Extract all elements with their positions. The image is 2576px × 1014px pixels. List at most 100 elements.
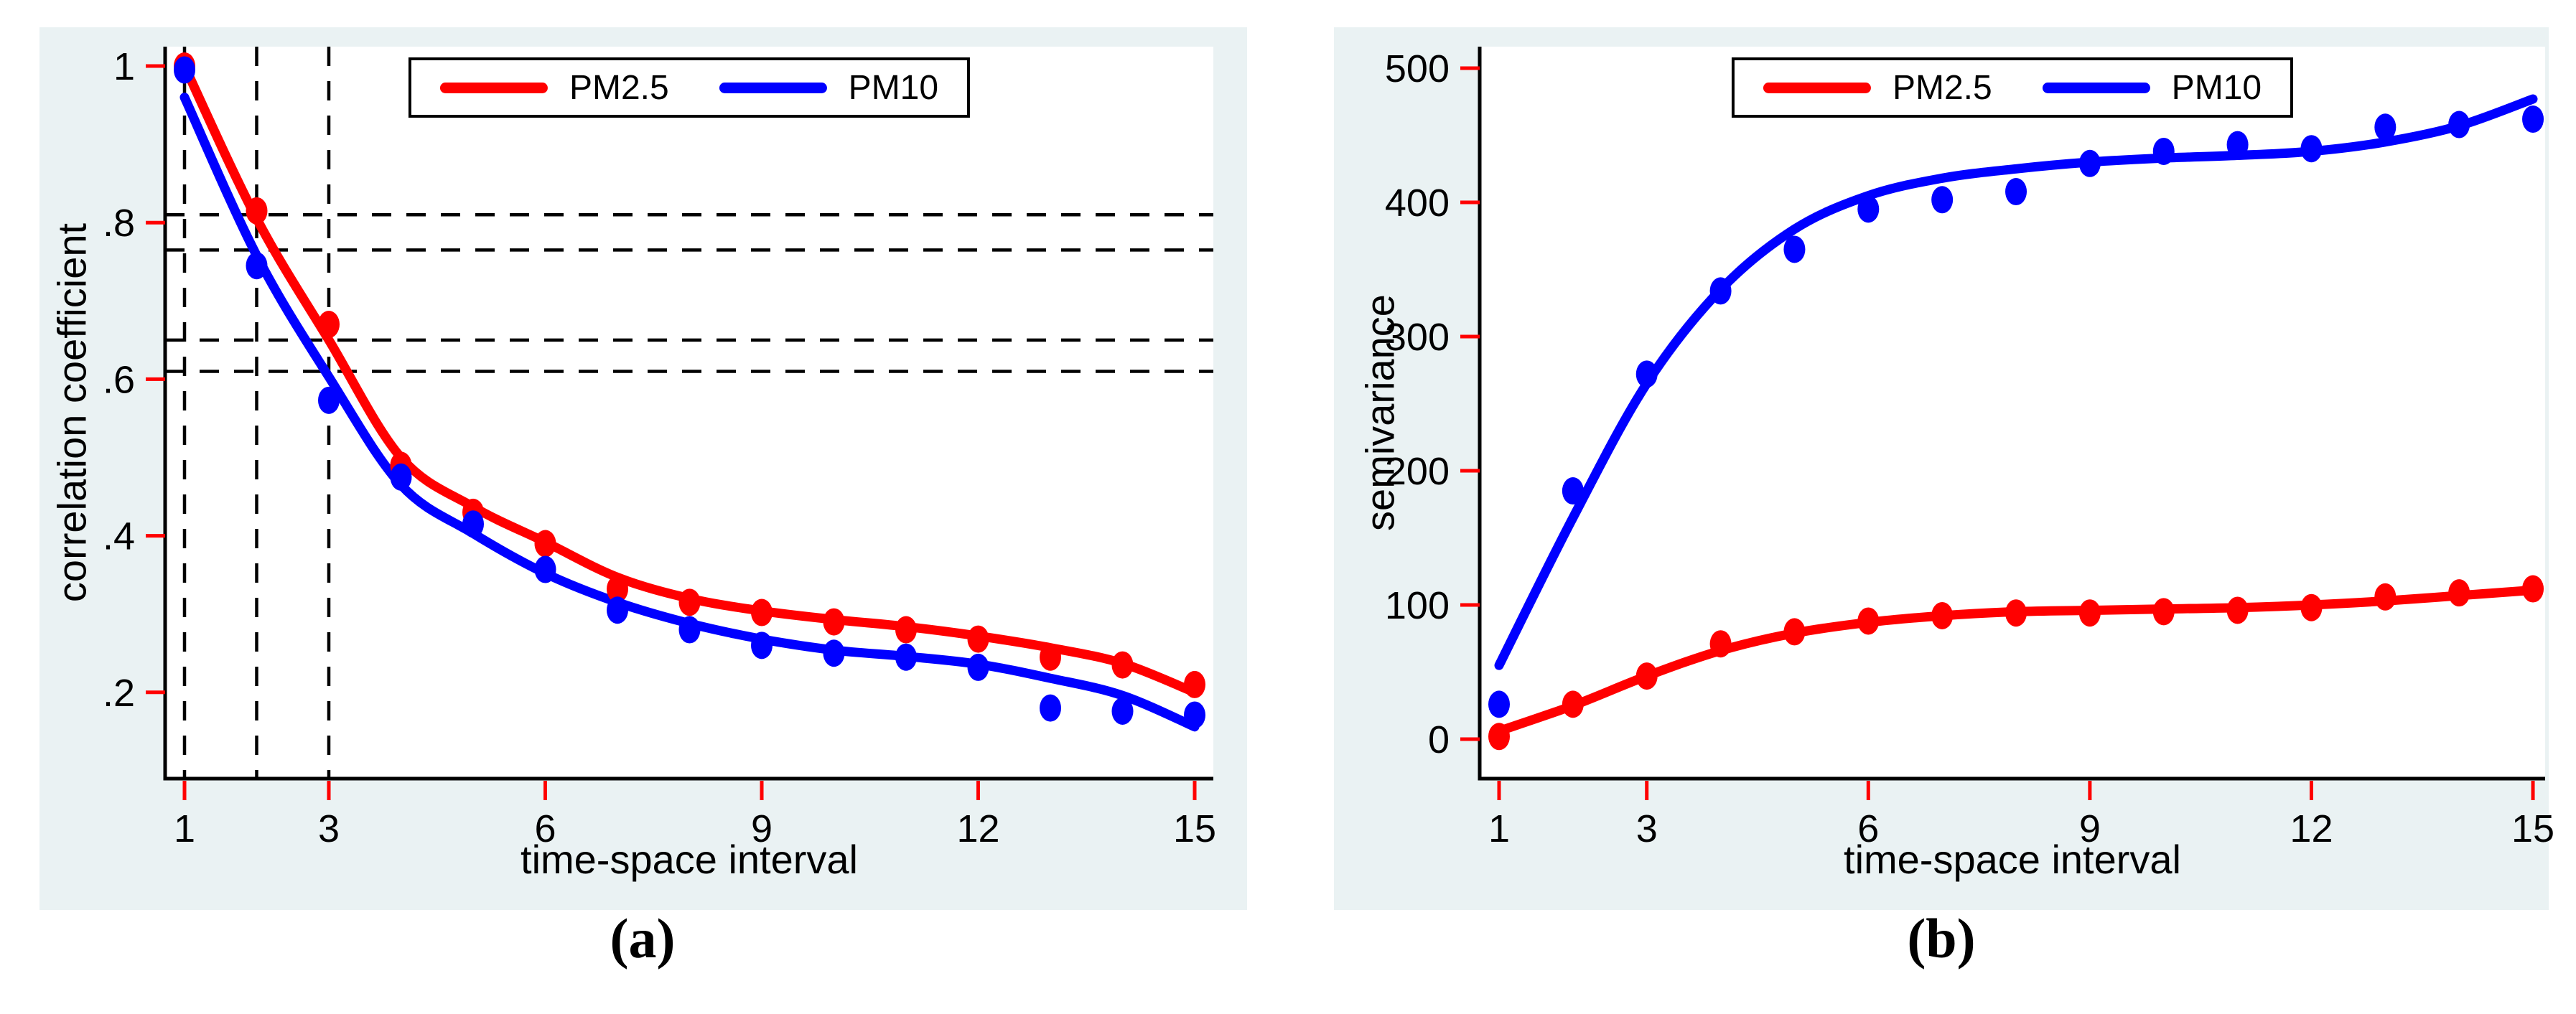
panel-a-pm25-data-point bbox=[318, 311, 340, 339]
panel-b-pm25-data-point bbox=[1783, 618, 1806, 646]
panel-a-pm25-data-point bbox=[678, 588, 701, 616]
panel-a-plot-area bbox=[165, 47, 1213, 779]
panel-b-pm10-data-point bbox=[2226, 131, 2249, 159]
panel-a-pm25-data-point bbox=[607, 575, 628, 603]
panel-a-x-tick-label: 1 bbox=[174, 807, 195, 850]
panel-a-pm10-data-point bbox=[678, 616, 701, 644]
panel-b-y-tick-label: 100 bbox=[1385, 584, 1450, 627]
panel-a-pm10-data-point bbox=[895, 643, 917, 671]
panel-b-pm25-data-point bbox=[2300, 593, 2323, 621]
legend-pm10-line-swatch bbox=[2042, 82, 2150, 93]
panel-a-pm25-data-point bbox=[246, 197, 268, 225]
legend-pm25-line-swatch bbox=[439, 82, 548, 93]
panel-a-x-tick-label: 3 bbox=[318, 807, 340, 850]
panel-b-pm25-data-point bbox=[1931, 601, 1954, 629]
panel-b-pm10-data-point bbox=[2522, 105, 2544, 133]
panel-b-x-tick-label: 15 bbox=[2511, 807, 2554, 850]
panel-a-pm25-data-point bbox=[895, 616, 917, 644]
panel-a-pm10-data-point bbox=[967, 653, 989, 681]
panel-a-x-tick-label: 6 bbox=[534, 807, 556, 850]
panel-a-pm25-data-point bbox=[1040, 643, 1061, 671]
panel-a-pm10-fit-line bbox=[179, 93, 1200, 732]
panel-b-pm10-data-point bbox=[2078, 149, 2101, 177]
legend-pm10-line-swatch bbox=[719, 82, 827, 93]
panel-b-pm10-data-point bbox=[2300, 135, 2323, 163]
panel-a-pm10-data-point bbox=[318, 386, 340, 414]
panel-b-pm25-data-point bbox=[2152, 598, 2175, 626]
panel-a-y-axis-title: correlation coefficient bbox=[49, 222, 95, 603]
panel-b-pm25-data-point bbox=[2078, 599, 2101, 627]
panel-b-x-tick-label: 12 bbox=[2290, 807, 2333, 850]
panel-a-pm10-data-point bbox=[1184, 701, 1205, 729]
panel-b-x-axis-title: time-space interval bbox=[1844, 837, 2181, 882]
panel-a-y-tick-label: .8 bbox=[103, 202, 135, 245]
panel-b-pm10-data-point bbox=[1931, 186, 1954, 214]
legend-pm25-label: PM2.5 bbox=[569, 68, 669, 107]
panel-a-pm10-data-point bbox=[1111, 697, 1134, 725]
panel-a-pm10-data-point bbox=[174, 56, 195, 84]
panel-b-pm10-data-point bbox=[1562, 477, 1584, 505]
panel-a-y-tick-label: .4 bbox=[103, 515, 135, 558]
panel-b-x-tick-label: 9 bbox=[2079, 807, 2101, 850]
panel-b-pm25-data-point bbox=[1635, 662, 1658, 690]
panel-b-x-tick-label: 6 bbox=[1857, 807, 1879, 850]
panel-b-y-tick-label: 200 bbox=[1385, 450, 1450, 493]
panel-b-pm25-data-point bbox=[2374, 583, 2397, 611]
panel-a-pm10-data-point bbox=[751, 632, 773, 659]
panel-b-x-tick-label: 3 bbox=[1636, 807, 1658, 850]
panel-a-pm10-data-point bbox=[607, 596, 628, 624]
panel-a-pm10-data-point bbox=[390, 463, 412, 491]
panel-b-pm10-data-point bbox=[2374, 113, 2397, 141]
panel-a-x-axis-title: time-space interval bbox=[521, 837, 858, 882]
panel-b-pm10-data-point bbox=[1857, 195, 1880, 223]
panel-b-pm25-data-point bbox=[1562, 690, 1584, 718]
panel-a-y-tick-label: .2 bbox=[103, 672, 135, 715]
panel-b-pm25-data-point bbox=[2522, 575, 2544, 603]
panel-a-pm10-data-point bbox=[246, 252, 268, 280]
subfigure-a-caption: (a) bbox=[610, 907, 676, 970]
panel-b-pm10-data-point bbox=[2005, 178, 2027, 206]
panel-b-y-tick-label: 300 bbox=[1385, 316, 1450, 359]
panel-b-pm25-data-point bbox=[1857, 607, 1880, 635]
panel-a-pm10-data-point bbox=[462, 510, 484, 538]
panel-a-pm25-data-point bbox=[534, 530, 556, 558]
panel-a-x-tick-label: 9 bbox=[751, 807, 773, 850]
panel-a-x-tick-label: 15 bbox=[1173, 807, 1216, 850]
subfigure-b-caption: (b) bbox=[1907, 907, 1976, 970]
panel-b-pm25-data-point bbox=[2448, 579, 2470, 607]
panel-a-pm25-data-point bbox=[1184, 670, 1205, 698]
panel-b-y-axis-title: semivariance bbox=[1357, 294, 1403, 531]
panel-b-x-tick-label: 1 bbox=[1488, 807, 1510, 850]
panel-a-pm10-data-point bbox=[823, 639, 845, 667]
legend-pm10-label: PM10 bbox=[848, 68, 939, 107]
panel-b-pm10-data-point bbox=[2448, 111, 2470, 139]
panel-a-pm25-data-point bbox=[1111, 651, 1134, 679]
panel-b-y-tick-label: 500 bbox=[1385, 47, 1450, 90]
panel-a-legend: PM2.5 PM10 bbox=[408, 57, 971, 118]
panel-b-pm25-data-point bbox=[2005, 599, 2027, 627]
panel-b-y-tick-label: 400 bbox=[1385, 182, 1450, 225]
panel-b-pm25-data-point bbox=[2226, 596, 2249, 624]
panel-b-legend: PM2.5 PM10 bbox=[1731, 57, 2294, 118]
panel-b-pm10-data-point bbox=[1635, 360, 1658, 388]
panel-b-pm10-data-point bbox=[2152, 137, 2175, 165]
panel-b-pm10-data-point bbox=[1709, 277, 1732, 305]
panel-b-pm10-data-point bbox=[1783, 235, 1806, 263]
panel-b-pm25-data-point bbox=[1709, 630, 1732, 658]
panel-b-pm10-fit-line bbox=[1494, 94, 2538, 670]
panel-a-y-tick-label: 1 bbox=[113, 45, 135, 88]
panel-a-pm25-data-point bbox=[823, 608, 845, 636]
panel-a-pm10-data-point bbox=[534, 555, 556, 583]
panel-a-y-tick-label: .6 bbox=[103, 358, 135, 401]
panel-a-pm25-data-point bbox=[967, 625, 989, 653]
panel-a-pm25-data-point bbox=[751, 598, 773, 626]
legend-pm25-label: PM2.5 bbox=[1892, 68, 1992, 107]
panel-a-x-tick-label: 12 bbox=[956, 807, 999, 850]
panel-b-y-tick-label: 0 bbox=[1428, 718, 1450, 761]
panel-b-pm25-data-point bbox=[1488, 723, 1510, 751]
panel-b-pm10-data-point bbox=[1488, 690, 1510, 718]
legend-pm10-label: PM10 bbox=[2171, 68, 2262, 107]
legend-pm25-line-swatch bbox=[1763, 82, 1871, 93]
